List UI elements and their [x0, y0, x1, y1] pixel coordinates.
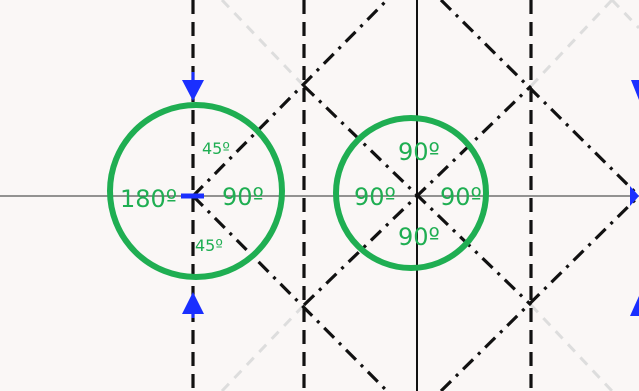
- faint-line-5: [610, 0, 639, 30]
- diagonal-fold-lines: [191, 0, 639, 391]
- arrow-mid-right-icon: [630, 186, 639, 206]
- center-label-bottom: 90º: [398, 223, 440, 251]
- faint-diagonal-lines: [220, 0, 639, 391]
- center-label-top: 90º: [398, 138, 440, 166]
- center-label-right: 90º: [440, 183, 482, 211]
- diagonal-line-4: [302, 84, 533, 307]
- center-label-left: 90º: [354, 183, 396, 211]
- arrow-top-left-icon: [182, 72, 204, 101]
- arrow-top-right-icon: [631, 80, 639, 100]
- faint-line-2: [220, 303, 306, 391]
- diagonal-line-1: [191, 0, 389, 198]
- left-vertex-circle: [107, 102, 285, 280]
- left-label-90: 90º: [222, 183, 264, 211]
- left-label-180: 180º: [120, 185, 177, 213]
- diagonal-line-2: [191, 194, 389, 391]
- left-label-bottom-small: 45º: [195, 236, 223, 255]
- center-vertex-circle: [333, 115, 489, 271]
- arrows: [182, 72, 639, 318]
- arrow-bottom-left-icon: [182, 292, 204, 318]
- faint-line-1: [220, 0, 306, 88]
- left-label-top-small: 45º: [202, 139, 230, 158]
- faint-line-4: [529, 0, 614, 88]
- faint-line-3: [529, 303, 614, 391]
- arrow-bottom-right-icon: [630, 296, 639, 316]
